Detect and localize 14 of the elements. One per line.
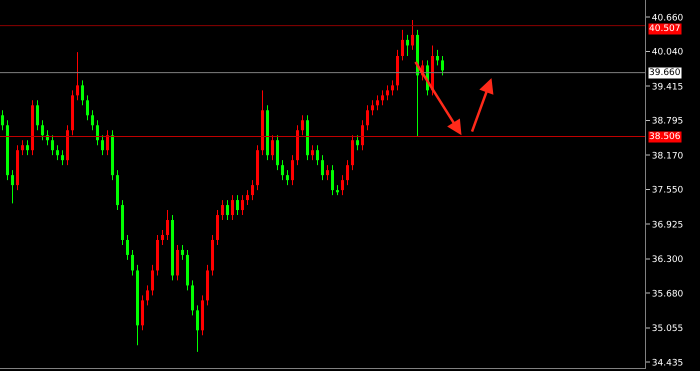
y-tick-label: 36.925 bbox=[652, 220, 684, 230]
ref-line-label: 38.506 bbox=[649, 132, 681, 142]
y-tick-label: 39.415 bbox=[652, 82, 684, 92]
ref-line-label: 39.660 bbox=[649, 68, 681, 78]
y-tick-label: 34.435 bbox=[652, 358, 684, 368]
y-tick-label: 35.680 bbox=[652, 289, 684, 300]
y-tick-label: 38.170 bbox=[652, 151, 684, 162]
y-tick-label: 36.300 bbox=[652, 254, 684, 265]
y-tick-label: 35.055 bbox=[652, 324, 684, 334]
y-tick-label: 40.040 bbox=[652, 48, 684, 58]
y-tick-label: 37.550 bbox=[652, 186, 684, 196]
y-tick-label: 38.795 bbox=[652, 116, 684, 127]
ref-line-label: 40.507 bbox=[649, 24, 680, 34]
y-tick-label: 40.660 bbox=[652, 13, 684, 24]
